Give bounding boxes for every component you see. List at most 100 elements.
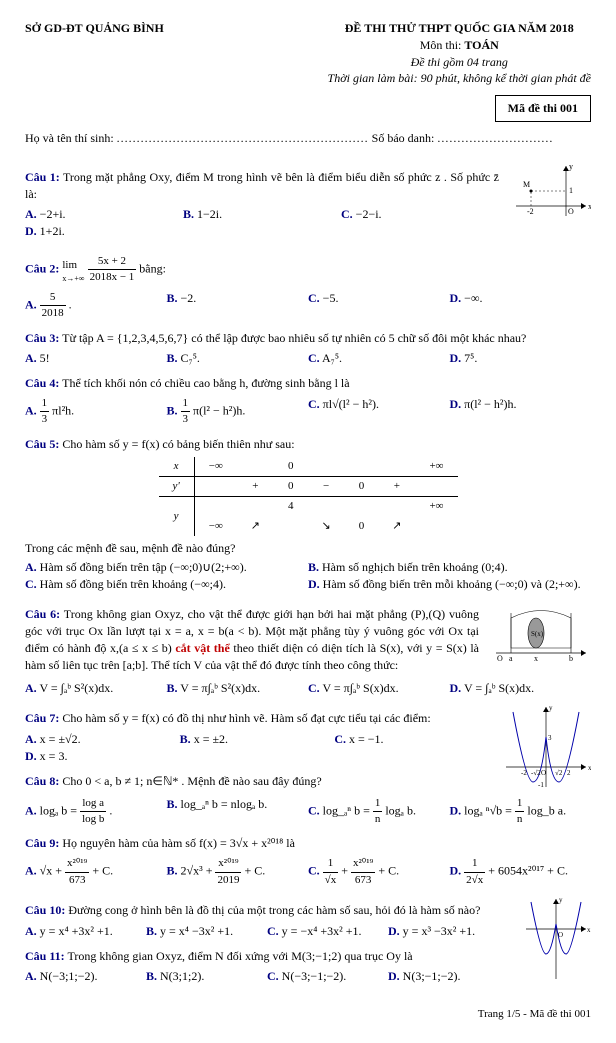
q9A-pre: √x + <box>40 864 65 878</box>
q7-C: x = −1. <box>346 732 384 746</box>
question-7-row: Câu 7: Cho hàm số y = f(x) có đồ thị như… <box>25 702 591 793</box>
q8D-n: 1 <box>515 796 525 812</box>
q9-options: A. √x + x²⁰¹⁹673 + C. B. 2√x³ + x²⁰¹⁹201… <box>25 856 591 888</box>
q10-text: Đường cong ở hình bên là đồ thị của một … <box>68 903 480 917</box>
q6-options: A. V = ∫ₐᵇ S²(x)dx. B. V = π∫ₐᵇ S²(x)dx.… <box>25 680 591 697</box>
q4-C: πl√(l² − h²). <box>320 397 379 411</box>
q10-B: y = x⁴ −3x² +1. <box>157 924 233 938</box>
q9-label: Câu 9: <box>25 836 59 850</box>
q4B-n: 1 <box>181 396 191 412</box>
svg-text:O: O <box>568 207 574 216</box>
svg-text:x: x <box>588 202 591 211</box>
vt-x3: 0 <box>274 457 308 477</box>
question-1: Câu 1: Trong mặt phẳng Oxy, điểm M trong… <box>25 169 499 203</box>
q2-lim: lim <box>62 259 77 271</box>
q9D-post: + 6054x²⁰¹⁷ + C. <box>488 864 568 878</box>
svg-text:O: O <box>497 654 503 663</box>
q2-D: −∞. <box>461 291 482 305</box>
q9B-pre: 2√x³ + <box>181 864 216 878</box>
vt-y14: − <box>308 476 345 496</box>
q6-label: Câu 6: <box>25 607 60 621</box>
q2-options: A. 52018 . B. −2. C. −5. D. −∞. <box>25 290 591 322</box>
q10-options: A. y = x⁴ +3x² +1. B. y = x⁴ −3x² +1. C.… <box>25 923 509 940</box>
question-7: Câu 7: Cho hàm số y = f(x) có đồ thị như… <box>25 710 489 727</box>
q7-text: Cho hàm số y = f(x) có đồ thị như hình v… <box>62 711 430 725</box>
vt-x1: −∞ <box>194 457 237 477</box>
q1-D: 1+2i. <box>37 224 65 238</box>
question-3: Câu 3: Từ tập A = {1,2,3,4,5,6,7} có thể… <box>25 330 591 347</box>
variation-table: x −∞ 0 +∞ y' + 0 − 0 + y 4 +∞ −∞ ↗ ↘ 0 ↗ <box>159 457 458 537</box>
q2-A-den: 2018 <box>40 306 66 321</box>
svg-text:b: b <box>569 654 573 663</box>
q8-label: Câu 8: <box>25 774 59 788</box>
svg-text:S(x): S(x) <box>531 630 544 638</box>
q2-post: bằng: <box>139 262 166 276</box>
vt-y17 <box>415 476 457 496</box>
q5-B: Hàm số nghịch biến trên khoảng (0;4). <box>319 560 508 574</box>
q9-text: Họ nguyên hàm của hàm số f(x) = 3√x + x²… <box>62 836 295 850</box>
q1-B: 1−2i. <box>194 207 222 221</box>
svg-text:x: x <box>587 926 591 934</box>
q6-C: V = π∫ₐᵇ S(x)dx. <box>320 681 399 695</box>
q9B-n: x²⁰¹⁹ <box>215 856 241 872</box>
q4-options: A. 13 πl²h. B. 13 π(l² − h²)h. C. πl√(l²… <box>25 396 591 428</box>
q3-B: C₇⁵. <box>178 351 200 365</box>
vt-y11 <box>194 476 237 496</box>
q3-A: 5! <box>37 351 50 365</box>
q5-label: Câu 5: <box>25 437 59 451</box>
page-header: SỞ GD-ĐT QUẢNG BÌNH ĐỀ THI THỬ THPT QUỐC… <box>25 20 591 87</box>
exam-code-box: Mã đề thi 001 <box>495 95 591 122</box>
vt-yt7: +∞ <box>415 497 457 517</box>
svg-text:a: a <box>509 654 513 663</box>
q9D-n: 1 <box>464 856 485 872</box>
q1-options: A. −2+i. B. 1−2i. C. −2−i. D. 1+2i. <box>25 206 499 240</box>
q3-D: 7⁵. <box>461 351 477 365</box>
q7-A: x = ±√2. <box>37 732 81 746</box>
id-dots: ............................. <box>437 131 553 145</box>
q10-D: y = x³ −3x² +1. <box>400 924 476 938</box>
question-6: Câu 6: Trong không gian Oxyz, cho vật th… <box>25 606 479 673</box>
q5-D: Hàm số đồng biến trên mỗi khoảng (−∞;0) … <box>320 577 581 591</box>
vt-yb1: −∞ <box>194 517 237 536</box>
q10-label: Câu 10: <box>25 903 65 917</box>
q3-options: A. 5! B. C₇⁵. C. A₇⁵. D. 7⁵. <box>25 350 591 367</box>
svg-text:O: O <box>541 769 546 777</box>
q7-B: x = ±2. <box>191 732 228 746</box>
vt-y: y <box>159 497 195 536</box>
q8C-post: logₐ b. <box>385 803 416 817</box>
q10-A: y = x⁴ +3x² +1. <box>37 924 113 938</box>
q5-C: Hàm số đồng biến trên khoảng (−∞;4). <box>37 577 226 591</box>
q5-subtext: Trong các mệnh đề sau, mệnh đề nào đúng? <box>25 540 591 557</box>
q4A-d: 3 <box>40 412 50 427</box>
q9B-d: 2019 <box>215 873 241 888</box>
student-name-label: Họ và tên thí sinh: <box>25 131 117 145</box>
exam-title: ĐỀ THI THỬ THPT QUỐC GIA NĂM 2018 <box>345 21 574 35</box>
q9C-n: 1 <box>323 856 339 872</box>
q3-C: A₇⁵. <box>320 351 342 365</box>
vt-x4 <box>308 457 345 477</box>
q2-num: 5x + 2 <box>88 254 137 270</box>
vt-x: x <box>159 457 195 477</box>
q8D-post: log_b a. <box>527 803 566 817</box>
q2-frac: 5x + 2 2018x − 1 <box>88 254 137 286</box>
page-footer: Trang 1/5 - Mã đề thi 001 <box>25 1007 591 1022</box>
q10-graph-icon: O x y <box>521 894 591 984</box>
svg-text:O: O <box>558 931 563 939</box>
q3-label: Câu 3: <box>25 331 59 345</box>
svg-text:x: x <box>588 764 591 772</box>
q8C-n: 1 <box>373 796 383 812</box>
svg-text:y: y <box>569 162 573 171</box>
vt-x2 <box>237 457 274 477</box>
q4-A-post: πl²h. <box>52 404 74 418</box>
q8A-d: log b <box>80 812 106 827</box>
question-9: Câu 9: Họ nguyên hàm của hàm số f(x) = 3… <box>25 835 591 852</box>
vt-yb6: ↗ <box>378 517 415 536</box>
vt-y15: 0 <box>345 476 379 496</box>
q8C-d: n <box>373 812 383 827</box>
question-4: Câu 4: Thể tích khối nón có chiều cao bằ… <box>25 375 591 392</box>
q11-label: Câu 11: <box>25 949 65 963</box>
exam-title-block: ĐỀ THI THỬ THPT QUỐC GIA NĂM 2018 Môn th… <box>328 20 591 87</box>
q1-A: −2+i. <box>37 207 66 221</box>
svg-text:3: 3 <box>548 734 552 742</box>
svg-text:M: M <box>523 180 530 189</box>
